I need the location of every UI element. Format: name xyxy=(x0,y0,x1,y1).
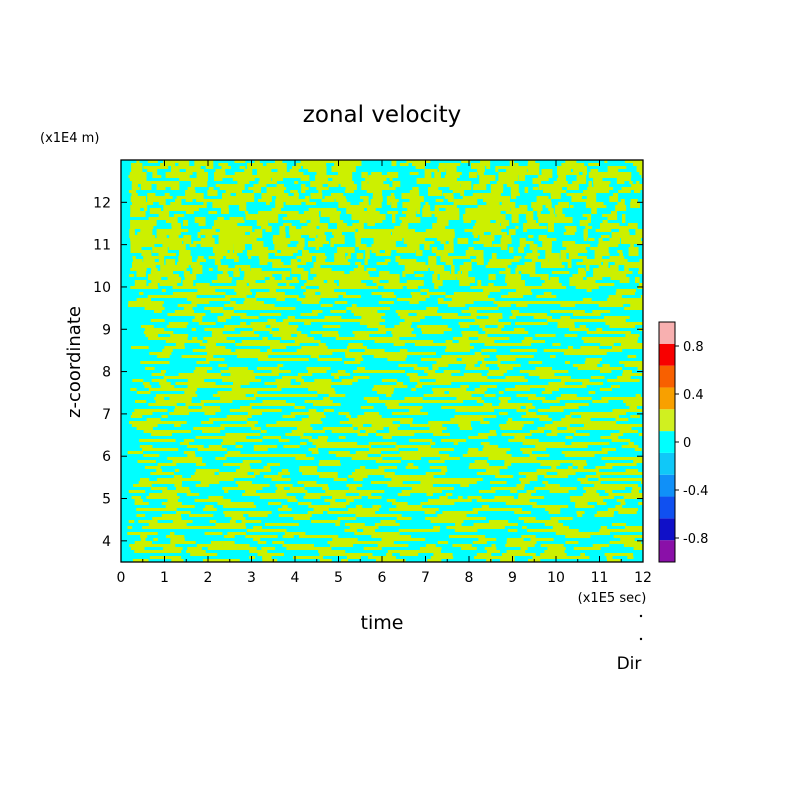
x-tick-label: 7 xyxy=(421,570,430,586)
y-tick-label: 5 xyxy=(102,492,111,508)
colorbar-segment xyxy=(659,540,675,562)
colorbar-tick-label: 0.4 xyxy=(683,388,704,403)
colorbar-segment xyxy=(659,387,675,410)
colorbar: 0.8 0.4 0 -0.4 -0.8 xyxy=(658,321,708,563)
x-tick-label: 1 xyxy=(160,570,169,586)
y-tick-label: 4 xyxy=(102,534,111,550)
dir-label: Dir xyxy=(617,654,642,674)
colorbar-tick-label: -0.8 xyxy=(683,532,708,547)
colorbar-segment xyxy=(659,518,675,541)
y-tick-label: 10 xyxy=(93,280,111,296)
y-axis-label: z-coordinate xyxy=(64,306,85,418)
y-tick-label: 11 xyxy=(93,238,111,254)
x-axis-label: time xyxy=(361,612,404,634)
x-axis: 0 1 2 3 4 5 6 7 8 9 10 11 12 xyxy=(117,160,652,586)
plot-area xyxy=(120,159,644,563)
y-tick-label: 8 xyxy=(102,365,111,381)
colorbar-segment xyxy=(659,496,675,519)
colorbar-tick-label: 0 xyxy=(683,436,691,451)
marker-dot xyxy=(639,614,643,618)
y-tick-label: 6 xyxy=(102,449,111,465)
colorbar-segment xyxy=(659,343,675,366)
y-tick-label: 12 xyxy=(93,195,111,211)
x-tick-label: 11 xyxy=(591,570,609,586)
colorbar-segment xyxy=(659,365,675,388)
y-unit-label: (x1E4 m) xyxy=(40,131,99,146)
y-axis: 4 5 6 7 8 9 10 11 12 xyxy=(93,195,643,550)
x-tick-label: 4 xyxy=(291,570,300,586)
colorbar-segment xyxy=(659,474,675,497)
x-tick-label: 3 xyxy=(247,570,256,586)
chart-title: zonal velocity xyxy=(303,102,461,128)
y-tick-label: 9 xyxy=(102,322,111,338)
x-tick-label: 8 xyxy=(465,570,474,586)
colorbar-tick-label: -0.4 xyxy=(683,484,708,499)
x-tick-label: 0 xyxy=(117,570,126,586)
positive-velocity-region xyxy=(127,160,644,562)
x-tick-label: 6 xyxy=(378,570,387,586)
x-tick-label: 12 xyxy=(634,570,652,586)
colorbar-segment xyxy=(659,452,675,475)
x-tick-label: 2 xyxy=(204,570,213,586)
colorbar-segment xyxy=(659,409,675,432)
direction-marker: Dir xyxy=(617,614,643,674)
colorbar-segment xyxy=(659,431,675,453)
y-tick-label: 7 xyxy=(102,407,111,423)
heatmap-field xyxy=(127,160,644,562)
colorbar-tick-label: 0.8 xyxy=(683,340,704,355)
x-tick-label: 10 xyxy=(547,570,565,586)
colorbar-segment xyxy=(659,322,675,344)
x-unit-label: (x1E5 sec) xyxy=(578,591,647,606)
x-tick-label: 5 xyxy=(334,570,343,586)
marker-dot xyxy=(639,637,643,641)
x-tick-label: 9 xyxy=(508,570,517,586)
